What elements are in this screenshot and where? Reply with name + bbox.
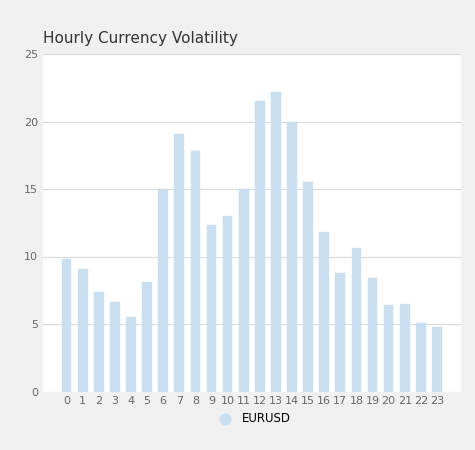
Bar [303, 182, 313, 392]
Bar [319, 232, 329, 392]
Bar [158, 189, 168, 392]
Bar [384, 305, 393, 392]
Bar [287, 122, 297, 392]
Bar [432, 327, 442, 392]
Bar [368, 278, 377, 392]
Bar [207, 225, 216, 392]
Bar [271, 92, 281, 392]
Bar [352, 248, 361, 392]
Bar [400, 304, 409, 392]
Bar [94, 292, 104, 392]
Bar [78, 269, 87, 392]
Bar [174, 134, 184, 392]
Bar [142, 282, 152, 392]
Bar [126, 317, 136, 392]
Bar [110, 302, 120, 392]
Bar [335, 273, 345, 392]
Bar [223, 216, 232, 392]
Bar [239, 189, 248, 392]
Bar [255, 101, 265, 392]
Legend: EURUSD: EURUSD [209, 407, 295, 429]
Text: Hourly Currency Volatility: Hourly Currency Volatility [43, 31, 238, 46]
Bar [416, 323, 426, 392]
Bar [190, 151, 200, 392]
Bar [62, 259, 71, 392]
